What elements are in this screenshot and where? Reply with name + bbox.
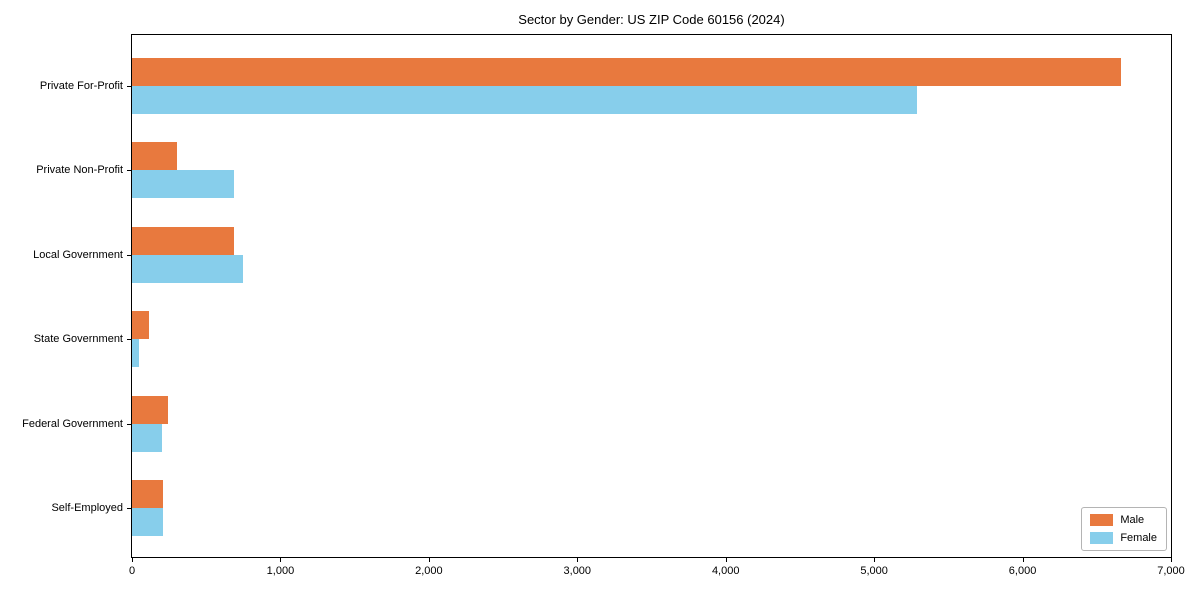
bar-male-3 xyxy=(132,226,235,255)
bar-male-1 xyxy=(132,58,1121,86)
y-tick-label: State Government xyxy=(33,333,123,346)
legend-label-male: Male xyxy=(1120,514,1145,526)
y-tick-mark xyxy=(127,254,131,256)
x-tick-label: 4,000 xyxy=(711,565,740,577)
bar-male-4 xyxy=(132,311,150,340)
bars-layer xyxy=(132,35,1171,557)
bar-female-6 xyxy=(132,508,164,536)
x-tick-mark xyxy=(428,558,430,562)
bar-female-2 xyxy=(132,170,235,199)
plot-area: Male Female xyxy=(131,34,1172,558)
legend-swatch-female xyxy=(1090,532,1114,544)
x-tick-mark xyxy=(1022,558,1024,562)
y-tick-label: Self-Employed xyxy=(51,502,123,514)
x-tick-mark xyxy=(725,558,727,562)
legend-item-male: Male xyxy=(1090,514,1157,526)
bar-female-4 xyxy=(132,339,139,368)
bar-male-5 xyxy=(132,395,168,424)
y-tick-label: Local Government xyxy=(33,248,123,261)
y-tick-mark xyxy=(127,170,131,172)
x-tick-label: 0 xyxy=(128,565,136,577)
x-tick-label: 7,000 xyxy=(1157,565,1185,577)
y-tick-label: Federal Government xyxy=(22,417,123,430)
x-tick-label: 6,000 xyxy=(1008,565,1037,577)
x-tick-mark xyxy=(874,558,876,562)
x-tick-label: 3,000 xyxy=(563,565,592,577)
y-tick-label: Private Non-Profit xyxy=(36,164,123,177)
legend-swatch-male xyxy=(1090,514,1114,526)
bar-female-3 xyxy=(132,254,244,283)
bar-male-6 xyxy=(132,480,164,508)
y-tick-mark xyxy=(127,508,131,509)
legend: Male Female xyxy=(1081,507,1167,551)
x-tick-label: 2,000 xyxy=(415,565,443,577)
y-tick-mark xyxy=(127,423,131,425)
y-tick-mark xyxy=(127,339,131,341)
bar-female-5 xyxy=(132,423,162,452)
legend-item-female: Female xyxy=(1090,532,1157,544)
bar-female-1 xyxy=(132,86,918,114)
bar-male-2 xyxy=(132,142,177,171)
chart-title: Sector by Gender: US ZIP Code 60156 (202… xyxy=(518,12,785,27)
y-tick-mark xyxy=(127,86,131,87)
x-tick-label: 1,000 xyxy=(266,565,295,577)
legend-label-female: Female xyxy=(1120,532,1157,544)
x-tick-mark xyxy=(577,558,579,562)
y-tick-label: Private For-Profit xyxy=(39,80,123,92)
x-tick-label: 5,000 xyxy=(860,565,888,577)
x-tick-mark xyxy=(280,558,282,562)
x-tick-mark xyxy=(1171,558,1172,562)
x-tick-mark xyxy=(132,558,133,562)
